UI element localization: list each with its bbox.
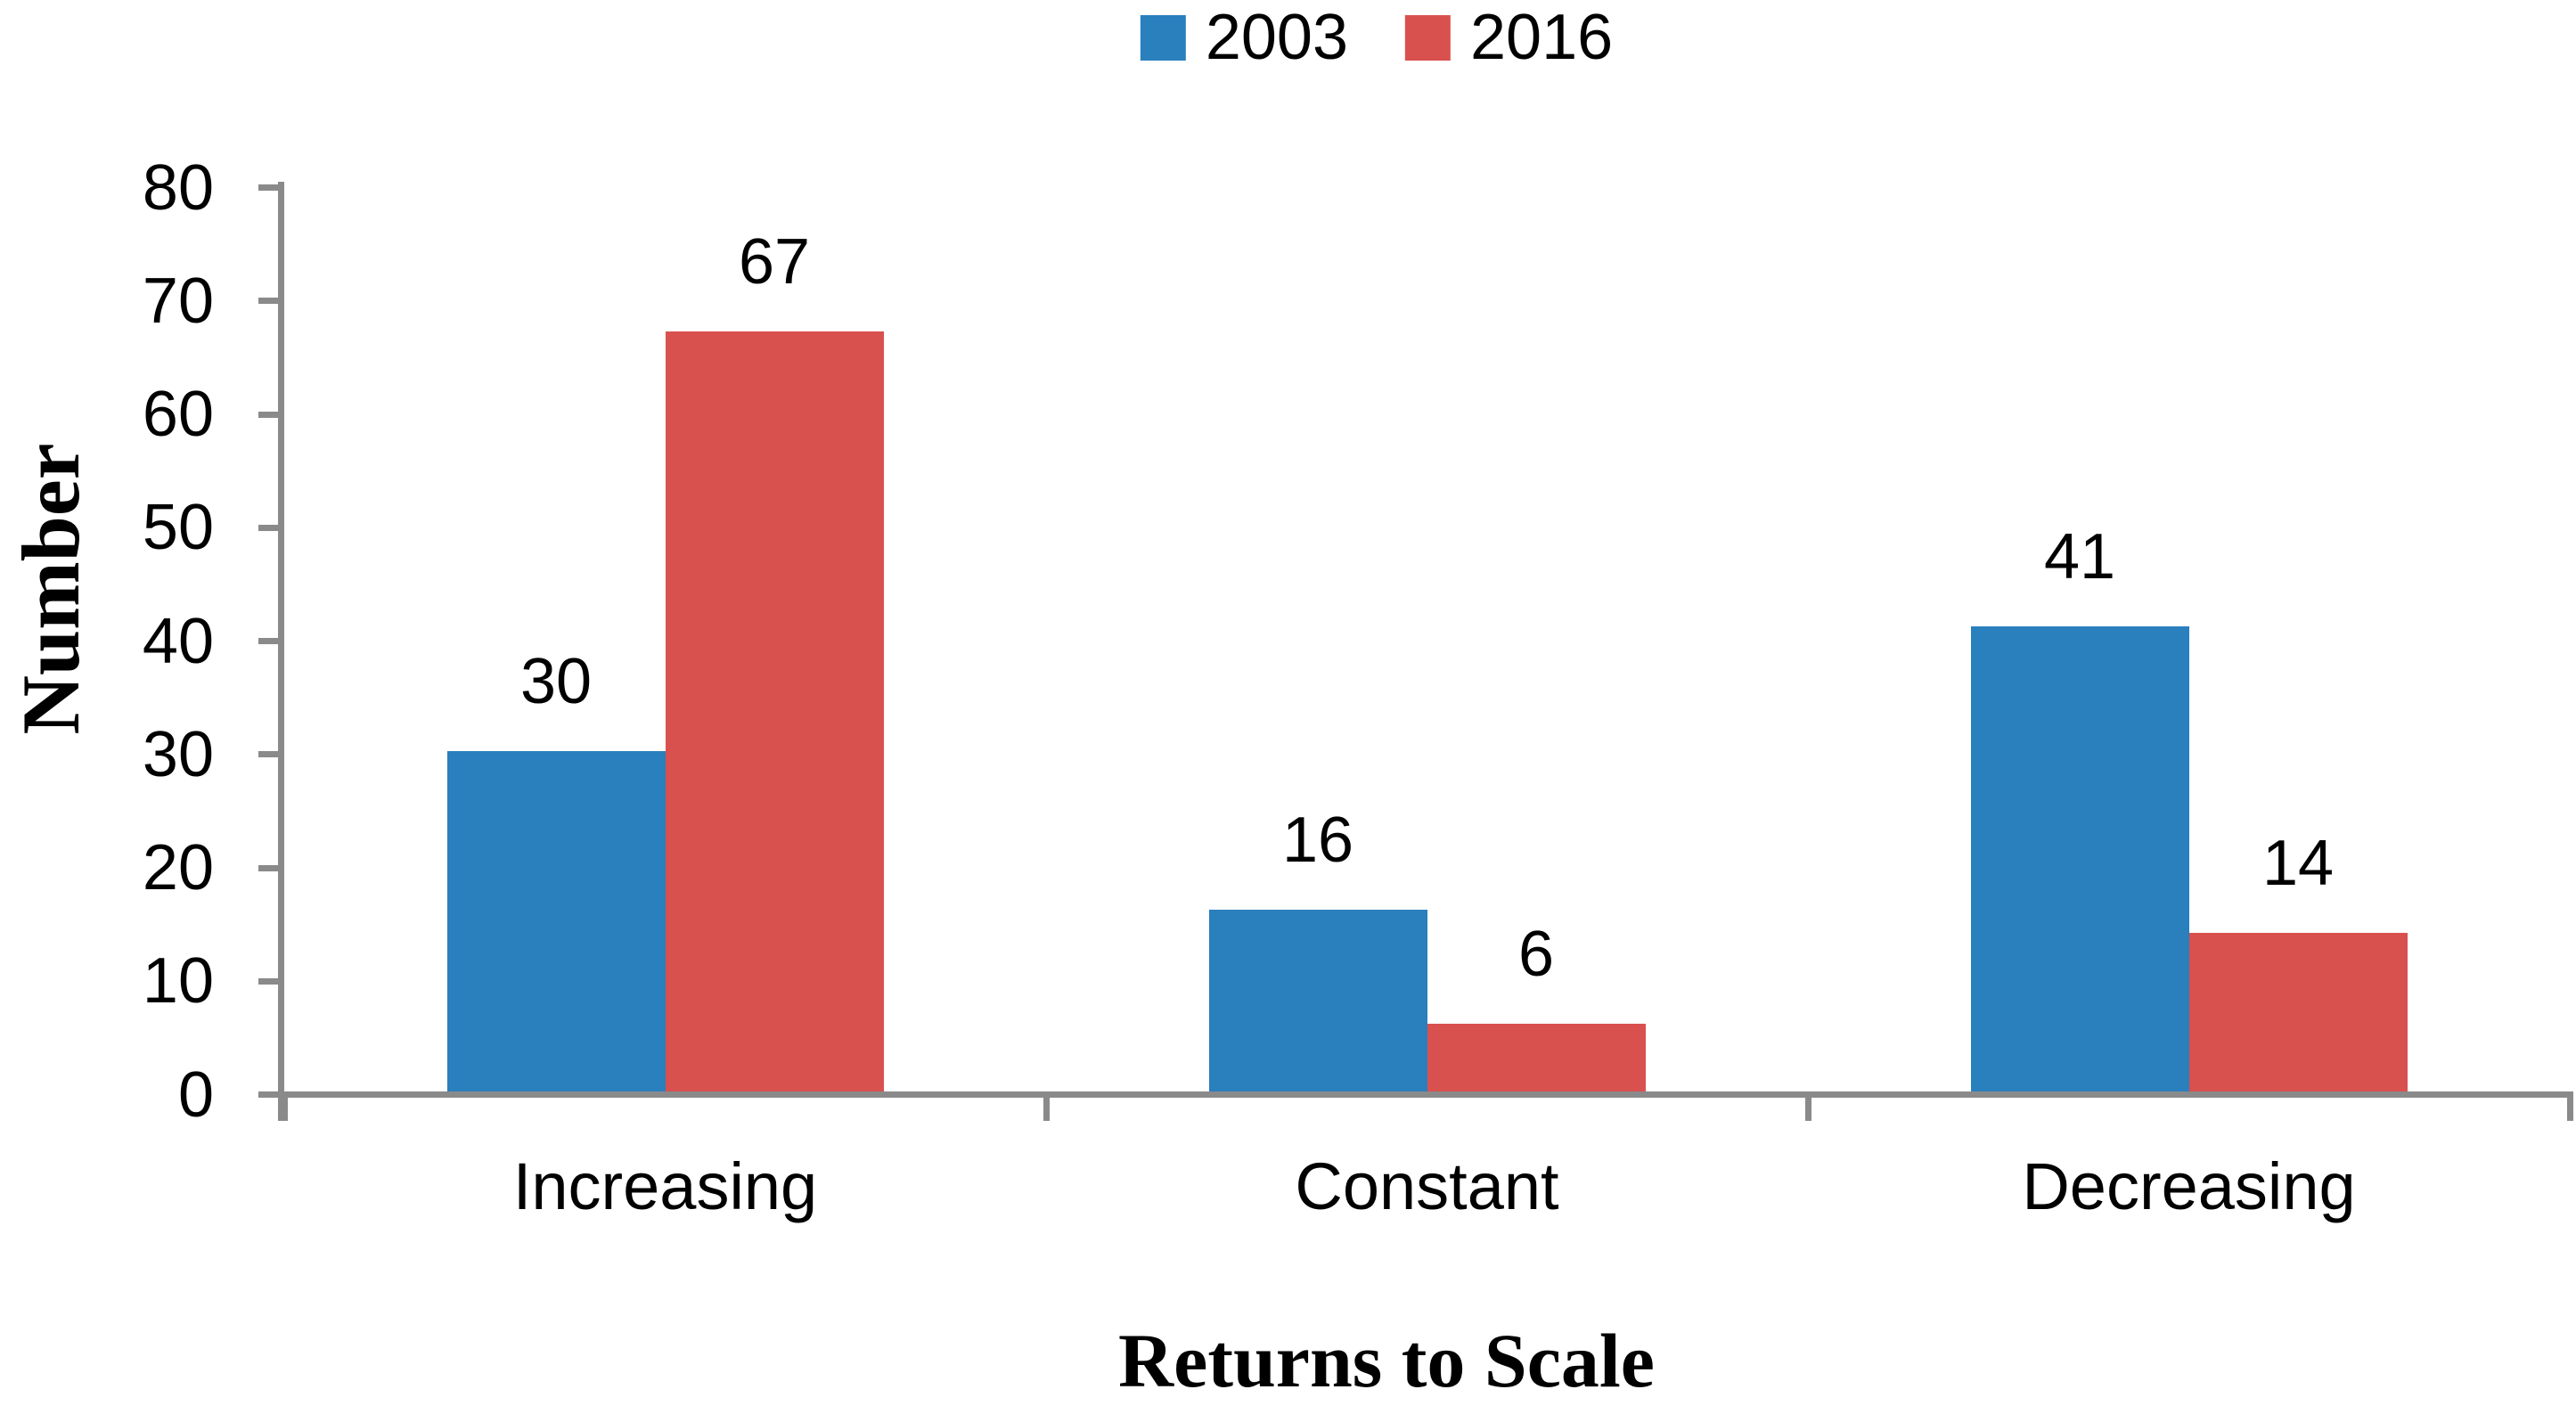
x-tick <box>1043 1091 1050 1121</box>
bar-2003-constant <box>1208 910 1427 1091</box>
legend-label: 2016 <box>1470 2 1614 73</box>
y-axis-title: Number <box>5 443 96 735</box>
y-tick <box>258 1091 284 1098</box>
y-tick-label: 50 <box>142 492 214 564</box>
legend-label: 2003 <box>1205 2 1348 73</box>
x-tick <box>1804 1091 1811 1121</box>
legend-item-2003: 2003 <box>1140 2 1348 73</box>
y-tick-label: 60 <box>142 379 214 450</box>
y-tick <box>258 411 284 418</box>
y-tick-label: 30 <box>142 718 214 790</box>
legend-swatch-2016 <box>1405 14 1451 61</box>
y-tick <box>258 751 284 758</box>
y-tick-label: 0 <box>177 1058 214 1131</box>
x-tick <box>281 1091 288 1121</box>
bar-2016-constant <box>1427 1023 1646 1091</box>
x-tick <box>2566 1091 2573 1121</box>
y-tick <box>258 638 284 644</box>
value-label-2003-decreasing: 41 <box>2043 521 2116 593</box>
category-label-increasing: Increasing <box>512 1149 818 1223</box>
category-label-decreasing: Decreasing <box>2022 1149 2356 1223</box>
legend-swatch-2003 <box>1140 14 1186 61</box>
legend-item-2016: 2016 <box>1405 5 1613 69</box>
y-tick <box>258 298 284 305</box>
bar-2016-increasing <box>665 331 884 1091</box>
y-tick-label: 40 <box>142 605 214 677</box>
y-tick-label: 70 <box>142 265 214 337</box>
bar-2016-decreasing <box>2188 932 2408 1091</box>
bar-2003-decreasing <box>1970 626 2189 1091</box>
value-label-2016-increasing: 67 <box>738 226 811 298</box>
y-tick <box>258 977 284 985</box>
y-tick <box>258 184 284 191</box>
value-label-2003-increasing: 30 <box>519 646 593 718</box>
x-axis-title: Returns to Scale <box>1118 1318 1655 1403</box>
y-tick-label: 20 <box>142 832 214 903</box>
y-tick <box>258 524 284 531</box>
y-tick-label: 80 <box>142 151 214 224</box>
value-label-2003-constant: 16 <box>1281 805 1354 877</box>
value-label-2016-decreasing: 14 <box>2261 827 2335 899</box>
legend: 2003 2016 <box>1140 2 1613 73</box>
y-tick-label: 10 <box>142 945 214 1018</box>
y-axis-line <box>278 182 284 1121</box>
bar-2003-increasing <box>446 751 666 1091</box>
category-label-constant: Constant <box>1295 1149 1559 1223</box>
value-label-2016-constant: 6 <box>1517 918 1555 990</box>
x-axis-line <box>278 1091 2570 1098</box>
y-tick <box>258 864 284 871</box>
